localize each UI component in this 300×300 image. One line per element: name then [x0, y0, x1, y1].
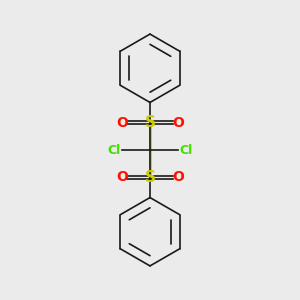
Text: O: O	[172, 170, 184, 184]
Text: S: S	[145, 170, 155, 185]
Text: O: O	[116, 116, 128, 130]
Text: S: S	[145, 115, 155, 130]
Text: O: O	[172, 116, 184, 130]
Text: O: O	[116, 170, 128, 184]
Text: Cl: Cl	[107, 143, 120, 157]
Text: Cl: Cl	[180, 143, 193, 157]
